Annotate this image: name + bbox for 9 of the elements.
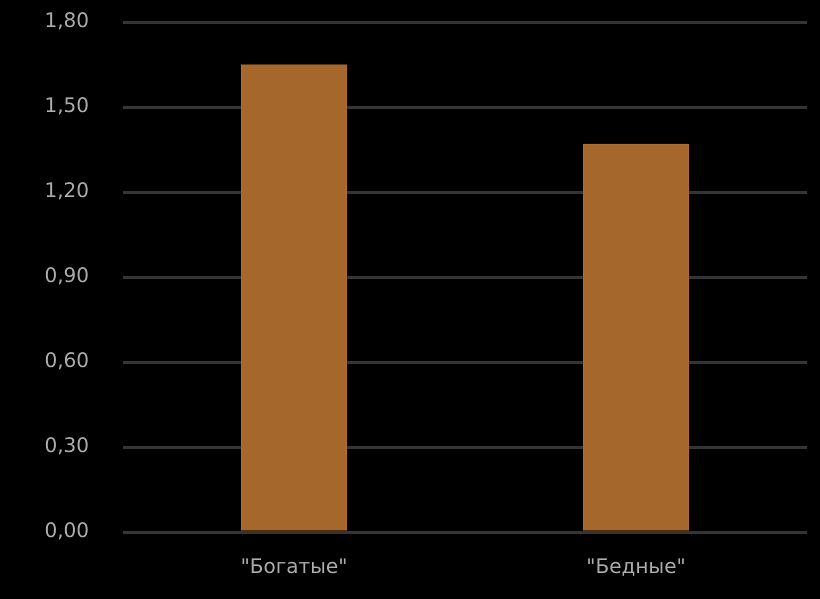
y-tick-label: 1,80 — [44, 8, 89, 32]
x-tick-label: "Бедные" — [586, 554, 686, 578]
y-tick-label: 1,50 — [44, 93, 89, 118]
y-tick-label: 0,00 — [44, 518, 89, 542]
y-tick-label: 0,30 — [44, 433, 89, 458]
y-tick-label: 1,20 — [44, 178, 89, 202]
y-tick-label: 0,90 — [44, 263, 89, 288]
x-tick-label: "Богатые" — [240, 554, 348, 578]
y-tick-label: 0,60 — [44, 348, 89, 372]
